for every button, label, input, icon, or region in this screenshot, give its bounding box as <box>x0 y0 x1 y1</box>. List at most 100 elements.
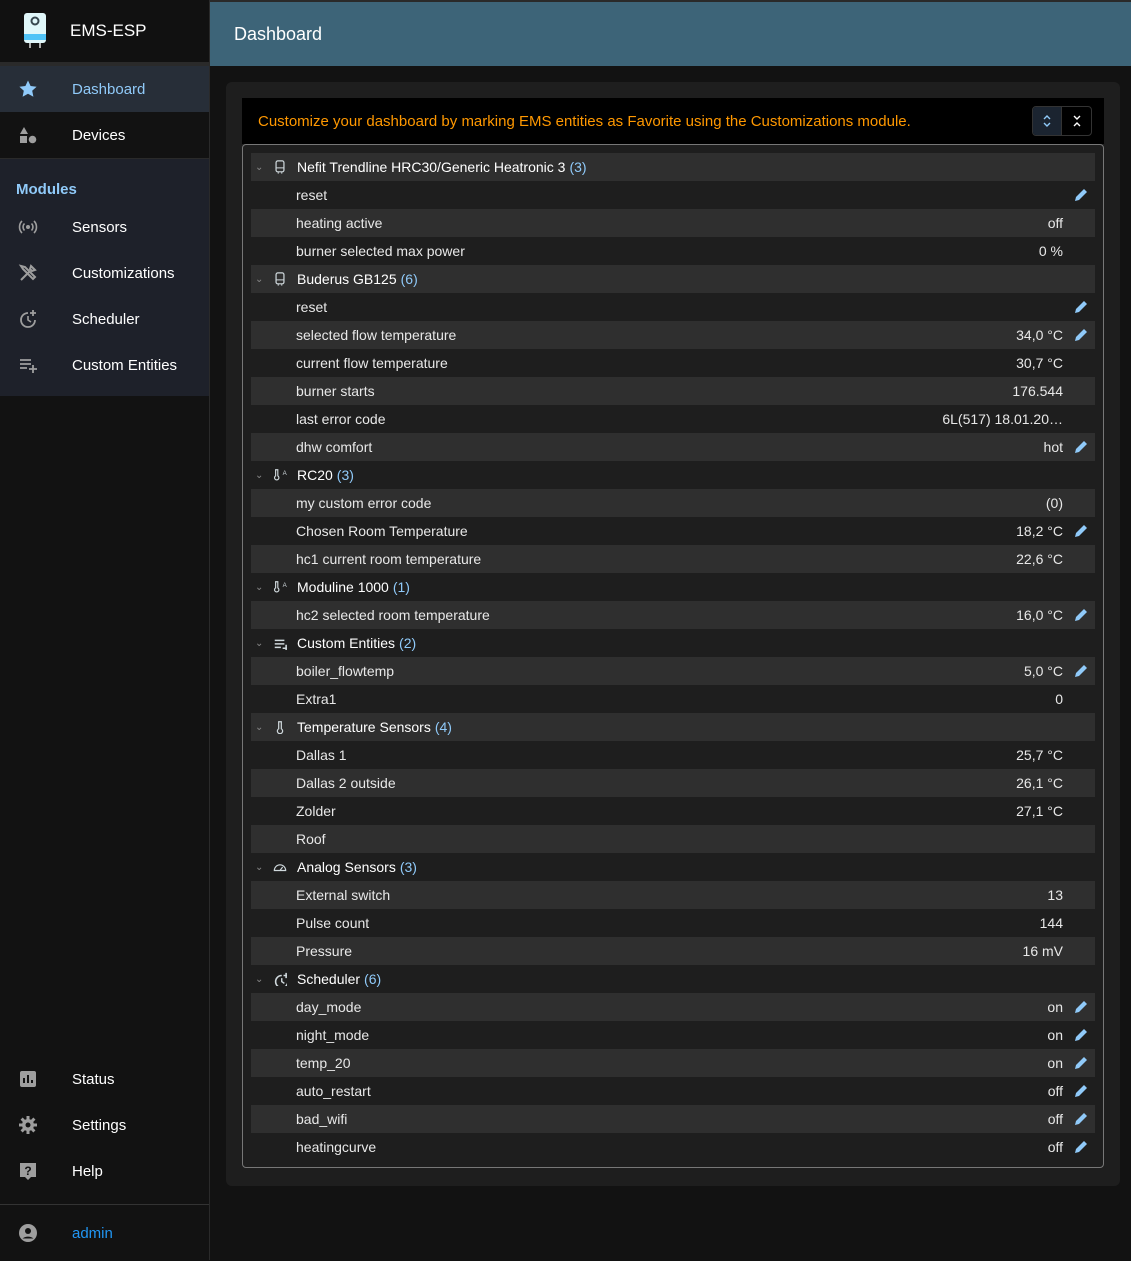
group-title: Custom Entities <box>297 635 396 651</box>
entity-value: off <box>1047 215 1063 231</box>
entity-value: 16,0 °C <box>1016 607 1063 623</box>
entity-row: Pulse count 144 <box>251 909 1095 937</box>
group-title: Moduline 1000 <box>297 579 389 595</box>
entity-name: bad_wifi <box>296 1111 348 1127</box>
entity-value: 5,0 °C <box>1023 663 1063 679</box>
group-count: (3) <box>336 467 354 483</box>
entity-value: off <box>1047 1139 1063 1155</box>
entity-row: Dallas 2 outside 26,1 °C <box>251 769 1095 797</box>
group-count: (1) <box>392 579 410 595</box>
edit-icon[interactable] <box>1073 439 1089 455</box>
entity-name: night_mode <box>296 1027 370 1043</box>
entity-name: reset <box>296 299 328 315</box>
chevron-down-icon[interactable]: ⌄ <box>255 861 264 873</box>
logo-icon <box>24 13 46 48</box>
chevron-down-icon[interactable]: ⌄ <box>255 469 264 481</box>
entity-value: 6L(517) 18.01.20… <box>942 411 1063 427</box>
group-title: Buderus GB125 <box>297 271 397 287</box>
sidebar-item-status[interactable]: Status <box>0 1056 209 1102</box>
info-banner: Customize your dashboard by marking EMS … <box>242 98 1104 144</box>
edit-icon[interactable] <box>1073 327 1089 343</box>
entity-value: 0 <box>1055 691 1063 707</box>
edit-icon[interactable] <box>1073 1111 1089 1127</box>
category-icon <box>20 127 37 144</box>
sidebar-item-label: Custom Entities <box>72 356 178 374</box>
group-header[interactable]: ⌄ Custom Entities (2) <box>251 629 1095 657</box>
collapse-all-button[interactable] <box>1062 107 1091 135</box>
edit-icon[interactable] <box>1073 187 1089 203</box>
sidebar-item-customizations[interactable]: Customizations <box>0 250 209 296</box>
entity-name: temp_20 <box>296 1055 351 1071</box>
edit-icon[interactable] <box>1073 1139 1089 1155</box>
edit-icon[interactable] <box>1073 523 1089 539</box>
entity-row: day_mode on <box>251 993 1095 1021</box>
chevron-down-icon[interactable]: ⌄ <box>255 161 264 173</box>
thermostat-auto-icon: A <box>273 581 287 593</box>
entity-row: reset <box>251 293 1095 321</box>
sidebar-item-help[interactable]: ? Help <box>0 1148 209 1194</box>
group-header[interactable]: ⌄ Analog Sensors (3) <box>251 853 1095 881</box>
edit-icon[interactable] <box>1073 1055 1089 1071</box>
entity-row: selected flow temperature 34,0 °C <box>251 321 1095 349</box>
page-title: Dashboard <box>234 23 323 44</box>
entity-name: heating active <box>296 215 383 231</box>
chevron-down-icon[interactable]: ⌄ <box>255 973 264 985</box>
entity-row: Dallas 1 25,7 °C <box>251 741 1095 769</box>
edit-icon[interactable] <box>1073 1083 1089 1099</box>
chevron-down-icon[interactable]: ⌄ <box>255 581 264 593</box>
chevron-down-icon[interactable]: ⌄ <box>255 637 264 649</box>
entity-row: hc1 current room temperature 22,6 °C <box>251 545 1095 573</box>
entity-name: selected flow temperature <box>296 327 457 343</box>
chevron-down-icon[interactable]: ⌄ <box>255 273 264 285</box>
edit-icon[interactable] <box>1073 607 1089 623</box>
chevron-down-icon[interactable]: ⌄ <box>255 721 264 733</box>
sidebar-item-label: Status <box>72 1070 115 1088</box>
sidebar-item-dashboard[interactable]: Dashboard <box>0 66 209 112</box>
entity-value: 30,7 °C <box>1016 355 1063 371</box>
group-header[interactable]: ⌄ Buderus GB125 (6) <box>251 265 1095 293</box>
entity-row: burner starts 176.544 <box>251 377 1095 405</box>
expand-all-button[interactable] <box>1033 107 1062 135</box>
group-header[interactable]: ⌄ Scheduler (6) <box>251 965 1095 993</box>
edit-icon[interactable] <box>1073 663 1089 679</box>
group-header[interactable]: ⌄ A RC20 (3) <box>251 461 1095 489</box>
edit-icon[interactable] <box>1073 999 1089 1015</box>
expand-collapse-group <box>1032 106 1092 136</box>
account-icon <box>19 1224 37 1242</box>
sidebar-item-scheduler[interactable]: Scheduler <box>0 296 209 342</box>
entity-row: burner selected max power 0 % <box>251 237 1095 265</box>
sidebar-item-custom-entities[interactable]: Custom Entities <box>0 342 209 388</box>
entity-name: Zolder <box>296 803 336 819</box>
entity-name: reset <box>296 187 328 203</box>
entity-row: Zolder 27,1 °C <box>251 797 1095 825</box>
entity-name: my custom error code <box>296 495 432 511</box>
entity-name: External switch <box>296 887 391 903</box>
group-header[interactable]: ⌄ Nefit Trendline HRC30/Generic Heatronic… <box>251 153 1095 181</box>
group-header[interactable]: ⌄ A Moduline 1000 (1) <box>251 573 1095 601</box>
entity-value: 0 % <box>1038 243 1063 259</box>
sidebar-item-settings[interactable]: Settings <box>0 1102 209 1148</box>
group-count: (4) <box>434 719 452 735</box>
entity-value: hot <box>1043 439 1063 455</box>
entity-value: 25,7 °C <box>1016 747 1063 763</box>
entity-row: Chosen Room Temperature 18,2 °C <box>251 517 1095 545</box>
entity-value: 176.544 <box>1012 383 1063 399</box>
edit-icon[interactable] <box>1073 1027 1089 1043</box>
sidebar-item-label: Scheduler <box>72 310 140 328</box>
entity-row: hc2 selected room temperature 16,0 °C <box>251 601 1095 629</box>
entity-value: 22,6 °C <box>1016 551 1063 567</box>
sidebar-item-admin[interactable]: admin <box>0 1205 209 1261</box>
entity-row: External switch 13 <box>251 881 1095 909</box>
entity-name: Roof <box>296 831 326 847</box>
entity-name: burner starts <box>296 383 375 399</box>
entity-name: hc1 current room temperature <box>296 551 482 567</box>
group-header[interactable]: ⌄ Temperature Sensors (4) <box>251 713 1095 741</box>
sidebar-item-label: Customizations <box>72 264 175 282</box>
unfold-more-icon <box>1043 115 1051 127</box>
sidebar-item-devices[interactable]: Devices <box>0 112 209 158</box>
sidebar-item-label: admin <box>72 1224 113 1242</box>
thermometer-icon <box>276 721 284 734</box>
group-title: Scheduler <box>297 971 361 987</box>
edit-icon[interactable] <box>1073 299 1089 315</box>
sidebar-item-sensors[interactable]: Sensors <box>0 204 209 250</box>
